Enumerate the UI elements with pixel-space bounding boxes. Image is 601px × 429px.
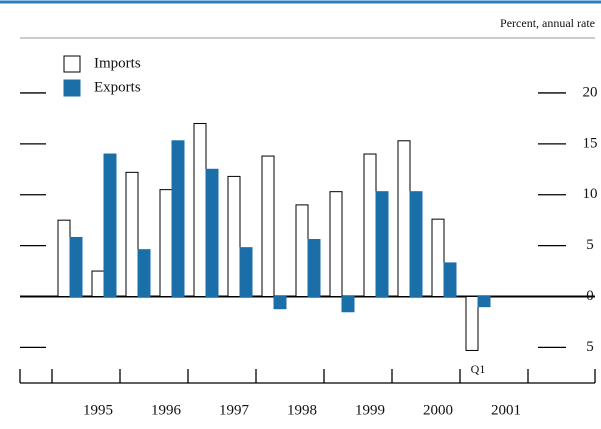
y-tick-label: 5 (586, 237, 594, 253)
bar (273, 295, 287, 310)
bar (239, 247, 253, 297)
y-tick-label: 20 (583, 84, 598, 100)
bar (363, 153, 377, 297)
x-tick-label: 1999 (355, 402, 385, 418)
bar (397, 140, 411, 297)
bar (465, 295, 479, 351)
bar (261, 155, 275, 297)
annotation: Q1 (471, 362, 486, 376)
legend-label: Imports (94, 55, 141, 71)
bar (443, 262, 457, 297)
bar (375, 191, 389, 297)
y-tick-label: 5 (586, 339, 594, 355)
bar (307, 239, 321, 297)
bar (227, 175, 241, 297)
bar (57, 219, 71, 297)
x-tick-label: 2001 (491, 402, 521, 418)
bar (125, 171, 139, 297)
bar (69, 236, 83, 297)
x-tick-label: 2000 (423, 402, 453, 418)
bar (329, 191, 343, 297)
bar (193, 122, 207, 297)
bar (409, 191, 423, 297)
y-tick-label: 10 (583, 186, 598, 202)
x-tick-label: 1996 (151, 402, 182, 418)
bar (205, 168, 219, 297)
y-tick-label: 0 (586, 288, 594, 304)
bar (91, 270, 105, 297)
bar (159, 189, 173, 297)
bar (171, 140, 185, 297)
bar (103, 153, 117, 297)
x-tick-label: 1997 (219, 402, 250, 418)
axis-label: Percent, annual rate (500, 16, 595, 30)
x-tick-label: 1998 (287, 402, 317, 418)
bar (137, 249, 151, 297)
bar (431, 218, 445, 297)
x-tick-label: 1995 (83, 402, 113, 418)
bar (341, 295, 355, 313)
legend-label: Exports (94, 79, 141, 95)
y-tick-label: 15 (583, 135, 598, 151)
bar (477, 295, 491, 308)
bar (295, 204, 309, 297)
legend-swatch (63, 79, 81, 97)
legend-swatch (63, 55, 81, 73)
